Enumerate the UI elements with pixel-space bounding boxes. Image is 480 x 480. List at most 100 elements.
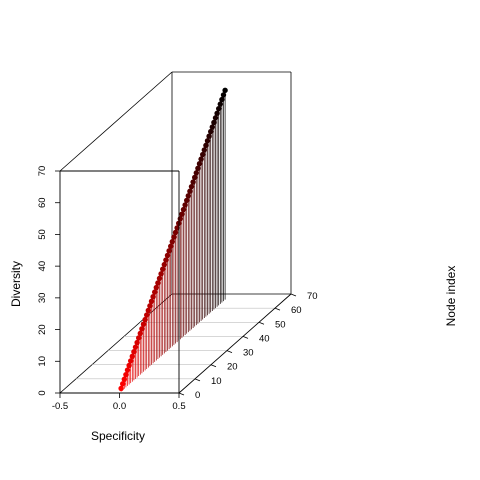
y-tick-label: 0 — [195, 390, 200, 401]
data-point — [156, 275, 163, 282]
y-tick-label: 50 — [275, 319, 286, 330]
data-point — [158, 271, 164, 277]
y-tick-label: 30 — [243, 348, 254, 359]
y-tick — [210, 364, 217, 368]
data-point — [206, 133, 212, 139]
data-point — [145, 307, 151, 314]
y-tick — [178, 392, 185, 396]
y-tick — [274, 307, 281, 311]
y-tick — [258, 321, 265, 325]
data-point — [153, 284, 159, 291]
data-point — [161, 261, 167, 268]
x-tick-label: 0.0 — [113, 401, 126, 412]
y-tick — [242, 336, 249, 339]
x-tick-label: -0.5 — [52, 401, 68, 412]
data-point — [160, 266, 166, 272]
data-point — [196, 161, 203, 167]
data-point — [198, 156, 204, 162]
data-point — [180, 206, 187, 213]
data-point — [182, 202, 188, 208]
z-tick-label: 20 — [37, 324, 48, 335]
data-point — [185, 193, 191, 199]
data-point — [123, 371, 129, 378]
data-point — [148, 298, 155, 304]
data-point — [216, 105, 222, 112]
data-point — [203, 142, 209, 149]
data-point — [188, 183, 195, 190]
data-point — [212, 115, 219, 121]
box-edge — [178, 293, 292, 394]
data-point — [134, 339, 140, 346]
data-point — [118, 385, 124, 392]
data-point — [128, 358, 134, 364]
z-tick-label: 70 — [37, 166, 48, 177]
data-point — [217, 101, 223, 107]
data-point — [152, 289, 158, 295]
data-point — [169, 238, 175, 245]
data-point — [121, 376, 128, 382]
z-tick-label: 10 — [37, 356, 48, 367]
drop-lines — [120, 90, 226, 392]
data-point — [184, 197, 190, 204]
data-point — [195, 165, 201, 171]
y-tick — [226, 350, 233, 353]
x-axis-label: Specificity — [91, 429, 145, 443]
data-point — [204, 138, 211, 144]
data-point — [144, 312, 150, 318]
y-tick-label: 40 — [259, 333, 270, 344]
data-point — [163, 257, 169, 263]
data-point — [200, 151, 206, 158]
data-point — [209, 124, 215, 130]
data-point — [208, 128, 214, 135]
axis-ticks: -0.5 0.0 0.5 0 10 20 30 40 50 60 70 0 10 20 30 40 50 60 70 — [37, 166, 318, 412]
data-point — [201, 147, 207, 153]
data-point — [137, 330, 143, 337]
box-edge — [59, 293, 173, 394]
z-axis-label: Diversity — [9, 261, 23, 307]
data-point — [120, 381, 126, 387]
data-point — [192, 174, 198, 181]
data-point — [177, 216, 183, 222]
data-point — [131, 349, 137, 355]
box-edge — [59, 71, 173, 172]
y-tick-label: 60 — [291, 305, 302, 316]
data-point — [166, 248, 172, 254]
data-point — [155, 280, 161, 286]
data-point — [147, 303, 153, 309]
y-axis-label: Node index — [444, 266, 458, 327]
data-point — [193, 170, 199, 176]
z-tick-label: 30 — [37, 293, 48, 304]
z-tick-label: 50 — [37, 229, 48, 240]
data-point — [211, 119, 217, 126]
data-point — [164, 252, 171, 259]
data-point — [179, 211, 185, 217]
data-point — [129, 353, 135, 360]
z-tick-label: 40 — [37, 261, 48, 272]
data-point — [220, 92, 227, 98]
data-point — [187, 188, 193, 194]
data-point — [219, 96, 225, 103]
data-point — [140, 321, 147, 327]
x-tick-label: 0.5 — [172, 401, 185, 412]
data-point — [222, 87, 228, 94]
data-point — [126, 362, 132, 369]
data-point — [168, 243, 174, 249]
y-tick-label: 10 — [211, 376, 222, 387]
data-point — [190, 179, 196, 185]
y-tick-label: 20 — [227, 362, 238, 373]
data-point — [124, 367, 131, 373]
y-tick-label: 70 — [307, 291, 318, 302]
data-point — [139, 326, 145, 332]
z-tick-label: 0 — [37, 390, 48, 395]
data-point — [150, 294, 156, 300]
data-points — [118, 87, 228, 392]
data-point — [142, 316, 148, 323]
y-tick — [194, 378, 201, 382]
data-point — [136, 335, 142, 341]
data-point — [172, 229, 179, 236]
z-tick-label: 60 — [37, 197, 48, 208]
y-tick — [290, 293, 297, 297]
data-point — [171, 234, 177, 240]
data-point — [174, 225, 180, 231]
